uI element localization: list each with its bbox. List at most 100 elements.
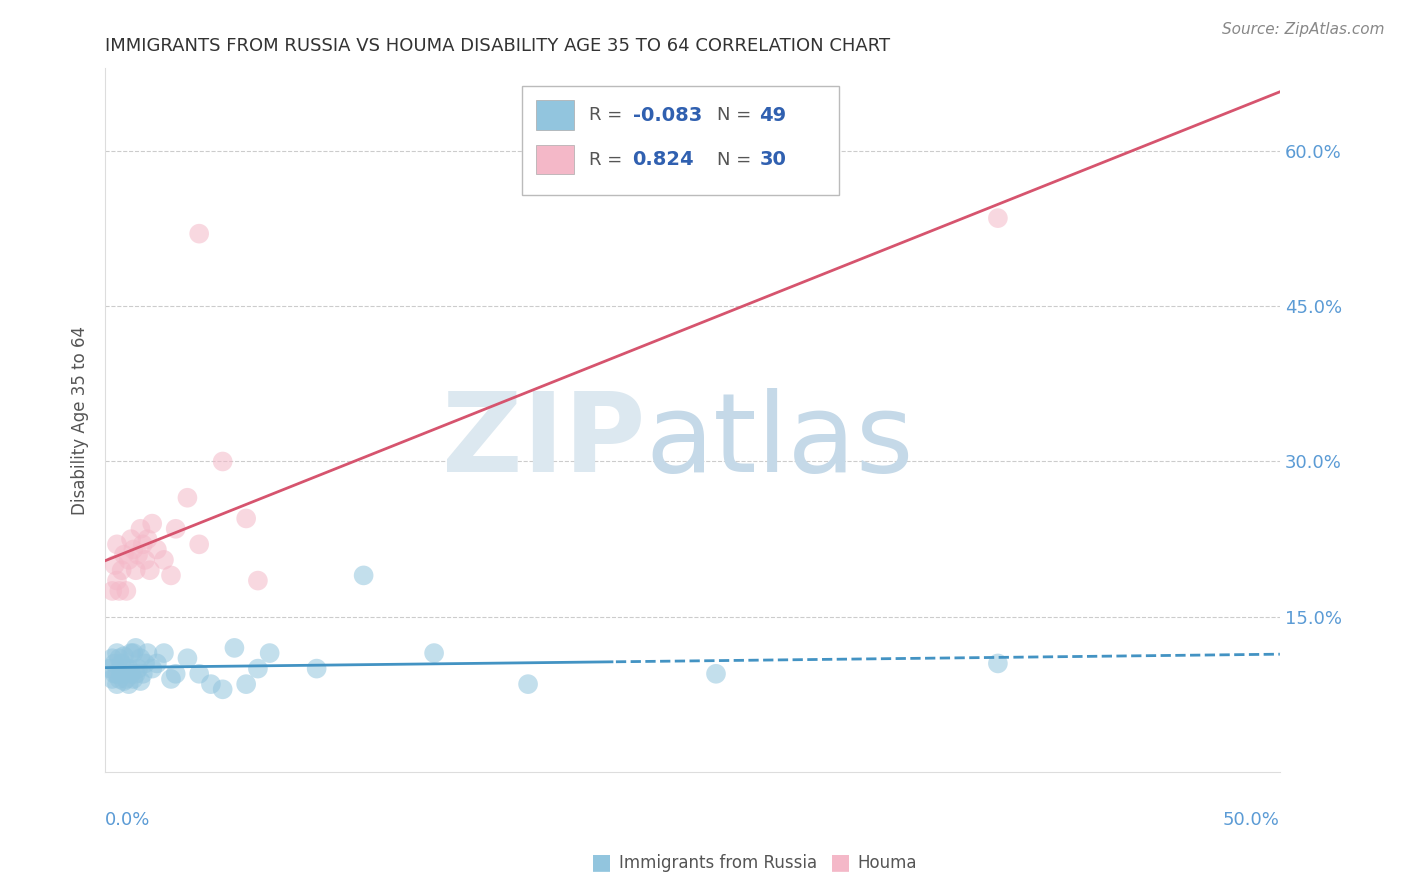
Point	[111, 563, 134, 577]
Point	[134, 657, 156, 671]
FancyBboxPatch shape	[522, 86, 839, 194]
Point	[235, 677, 257, 691]
Point	[153, 646, 176, 660]
Point	[105, 537, 128, 551]
Point	[132, 666, 155, 681]
Point	[141, 516, 163, 531]
Point	[118, 677, 141, 691]
Point	[112, 649, 135, 664]
Point	[129, 522, 152, 536]
Point	[98, 662, 121, 676]
Point	[188, 227, 211, 241]
Point	[125, 563, 148, 577]
Point	[105, 677, 128, 691]
Point	[104, 657, 127, 671]
Text: Source: ZipAtlas.com: Source: ZipAtlas.com	[1222, 22, 1385, 37]
Point	[987, 657, 1010, 671]
Point	[115, 662, 138, 676]
Point	[136, 646, 159, 660]
Text: 0.824: 0.824	[633, 150, 695, 169]
Point	[136, 532, 159, 546]
Point	[423, 646, 446, 660]
Point	[160, 672, 183, 686]
Text: Immigrants from Russia: Immigrants from Russia	[619, 855, 817, 872]
Point	[105, 666, 128, 681]
Point	[125, 666, 148, 681]
Text: R =: R =	[589, 106, 628, 124]
Point	[108, 672, 131, 686]
Point	[141, 662, 163, 676]
Point	[122, 542, 145, 557]
Text: Houma: Houma	[858, 855, 917, 872]
Point	[120, 646, 142, 660]
Text: R =: R =	[589, 151, 628, 169]
Point	[115, 583, 138, 598]
Point	[704, 666, 727, 681]
Point	[115, 672, 138, 686]
Point	[120, 532, 142, 546]
Point	[118, 662, 141, 676]
Point	[353, 568, 375, 582]
Bar	[536, 101, 574, 130]
Text: -0.083: -0.083	[633, 105, 702, 125]
Point	[165, 522, 187, 536]
Bar	[536, 145, 574, 174]
Point	[176, 491, 198, 505]
Point	[129, 673, 152, 688]
Y-axis label: Disability Age 35 to 64: Disability Age 35 to 64	[72, 326, 89, 515]
Text: 49: 49	[759, 105, 786, 125]
Text: atlas: atlas	[645, 388, 914, 495]
Point	[160, 568, 183, 582]
Text: 0.0%: 0.0%	[105, 811, 150, 829]
Point	[112, 548, 135, 562]
Point	[101, 651, 124, 665]
Point	[105, 574, 128, 588]
Point	[146, 542, 169, 557]
Point	[188, 666, 211, 681]
Point	[104, 666, 127, 681]
Point	[134, 553, 156, 567]
Point	[132, 537, 155, 551]
Point	[129, 651, 152, 665]
Text: ■: ■	[830, 853, 851, 872]
Point	[176, 651, 198, 665]
Point	[987, 211, 1010, 226]
Point	[139, 563, 162, 577]
Text: ■: ■	[591, 853, 612, 872]
Point	[246, 574, 269, 588]
Text: 50.0%: 50.0%	[1223, 811, 1279, 829]
Point	[125, 640, 148, 655]
Point	[111, 657, 134, 671]
Point	[224, 640, 246, 655]
Text: N =: N =	[717, 151, 758, 169]
Text: 30: 30	[759, 150, 786, 169]
Point	[188, 537, 211, 551]
Point	[118, 553, 141, 567]
Point	[200, 677, 222, 691]
Point	[108, 651, 131, 665]
Point	[127, 662, 149, 676]
Point	[235, 511, 257, 525]
Point	[127, 548, 149, 562]
Point	[146, 657, 169, 671]
Text: ZIP: ZIP	[441, 388, 645, 495]
Point	[101, 672, 124, 686]
Point	[104, 558, 127, 572]
Point	[112, 673, 135, 688]
Point	[101, 583, 124, 598]
Point	[517, 677, 540, 691]
Text: N =: N =	[717, 106, 758, 124]
Point	[120, 666, 142, 681]
Point	[211, 454, 233, 468]
Point	[108, 583, 131, 598]
Point	[165, 666, 187, 681]
Point	[122, 646, 145, 660]
Point	[153, 553, 176, 567]
Point	[305, 662, 328, 676]
Point	[111, 666, 134, 681]
Text: IMMIGRANTS FROM RUSSIA VS HOUMA DISABILITY AGE 35 TO 64 CORRELATION CHART: IMMIGRANTS FROM RUSSIA VS HOUMA DISABILI…	[105, 37, 890, 55]
Point	[259, 646, 281, 660]
Point	[105, 646, 128, 660]
Point	[122, 672, 145, 686]
Point	[211, 682, 233, 697]
